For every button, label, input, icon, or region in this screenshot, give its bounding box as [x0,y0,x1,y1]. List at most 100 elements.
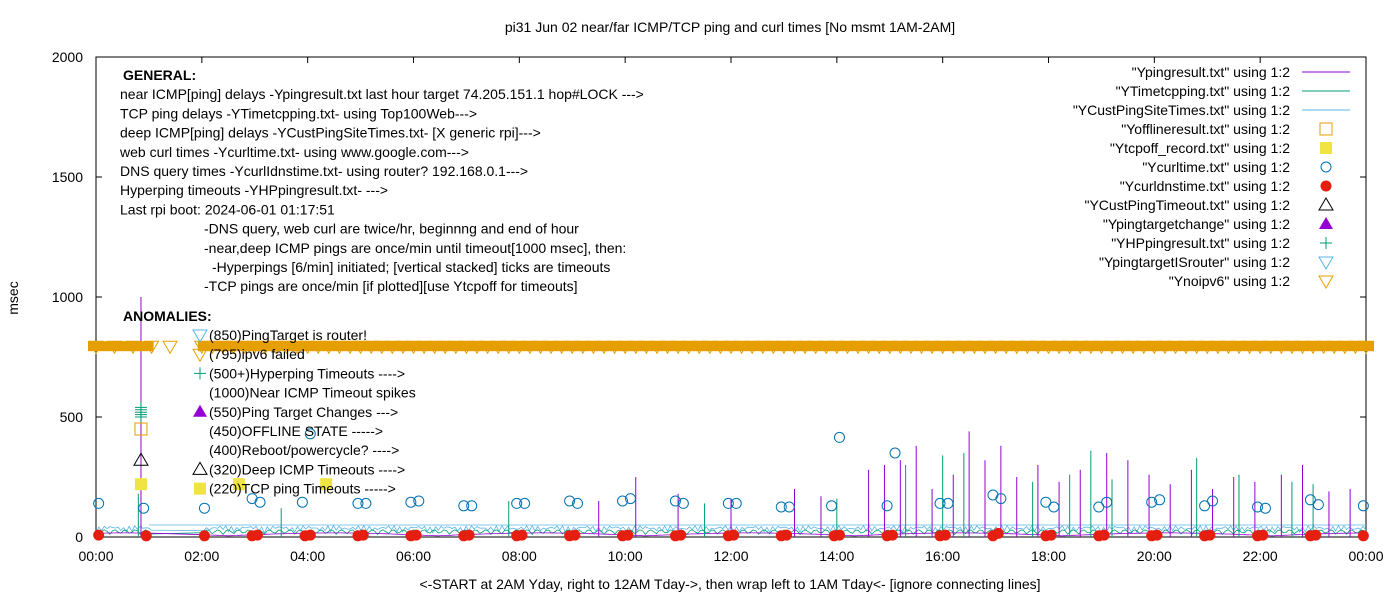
curl-point [93,497,105,509]
dns-point [675,529,687,541]
anomaly-label: (850)PingTarget is router! [209,327,367,343]
dns-point [622,529,634,541]
anomaly-marker [192,348,208,363]
legend-label: "YpingtargetISrouter" using 1:2 [1099,254,1290,270]
legend-swatch [1320,161,1332,173]
curl-point [1259,502,1271,514]
dns-point [781,529,793,541]
plot-area: 0 500 1000 1500 2000 00:00 02:00 04:00 06:00 08:0… [52,49,1384,564]
x-tick-label: 08:00 [502,548,537,564]
curl-point [1357,500,1369,512]
curl-point [1154,494,1166,506]
curl-point [1093,501,1105,513]
general-note: -DNS query, web curl are twice/hr, begin… [204,221,579,237]
general-note: Hyperping timeouts -YHPpingresult.txt- -… [120,182,388,198]
curl-point [833,431,845,443]
legend-label: "Ynoipv6" using 1:2 [1169,273,1290,289]
dns-point [992,527,1004,539]
general-note: deep ICMP[ping] delays -YCustPingSiteTim… [120,125,541,141]
legend-label: "Ycurldnstime.txt" using 1:2 [1120,178,1290,194]
legend-swatch [1318,256,1334,270]
legend-label: "Yofflineresult.txt" using 1:2 [1121,121,1290,137]
legend-swatch [1319,122,1333,136]
dns-point [357,529,369,541]
curl-point [826,500,838,512]
curl-point [617,495,629,507]
legend-label: "Ypingresult.txt" using 1:2 [1132,64,1291,80]
chart-title: pi31 Jun 02 near/far ICMP/TCP ping and c… [505,19,955,35]
curl-point [942,497,954,509]
dns-point [251,529,263,541]
anomaly-label: (795)ipv6 failed [209,346,305,362]
general-note: GENERAL: [123,67,196,83]
cust-ping-line [95,524,1367,535]
general-note: near ICMP[ping] delays -Ypingresult.txt … [120,86,644,102]
dns-point [728,529,740,541]
curl-point [413,495,425,507]
curl-point [677,497,689,509]
curl-point [722,497,734,509]
dns-point [1310,529,1322,541]
curl-point [254,496,266,508]
curl-point [304,428,316,440]
dns-point [569,529,581,541]
x-tick-label: 12:00 [713,548,748,564]
curl-point [775,501,787,513]
curl-point [987,489,999,501]
anomaly-marker [194,367,206,380]
dns-point [1204,529,1216,541]
legend-label: "YCustPingTimeout.txt" using 1:2 [1084,197,1290,213]
x-tick-label: 22:00 [1243,548,1278,564]
near-ping-line [95,532,1366,537]
x-tick-label: 16:00 [925,548,960,564]
curl-point [519,497,531,509]
dns-point [1357,530,1369,542]
curl-point [934,497,946,509]
curl-point [564,495,576,507]
noipv6-band [88,341,154,352]
curl-point [466,500,478,512]
dns-point [93,529,105,541]
legend-label: "Ypingtargetchange" using 1:2 [1103,216,1290,232]
anomaly-label: (450)OFFLINE STATE -----> [209,423,383,439]
anomaly-label: (1000)Near ICMP Timeout spikes [209,385,416,401]
dns-point [939,529,951,541]
curl-point [624,493,636,505]
anomaly-label: (320)Deep ICMP Timeouts ----> [209,461,405,477]
dns-point [463,529,475,541]
legend-label: "Ytcpoff_record.txt" using 1:2 [1110,140,1290,156]
curl-point [572,497,584,509]
anomaly-label: (550)Ping Target Changes ---> [209,404,398,420]
anomaly-marker [192,329,208,343]
dns-point [516,529,528,541]
curl-point [881,500,893,512]
noipv6-band [197,341,1374,352]
legend-swatch [1320,142,1332,154]
x-axis-label: <-START at 2AM Yday, right to 12AM Tday-… [419,576,1040,592]
x-tick-label: 00:00 [1348,548,1383,564]
curl-point [1048,501,1060,513]
hyperping-marker [134,401,147,414]
curl-point [1101,496,1113,508]
x-tick-label: 06:00 [396,548,431,564]
dns-point [140,530,152,542]
legend-swatch [1320,180,1332,192]
legend-label: "Ycurltime.txt" using 1:2 [1142,159,1290,175]
curl-point [1146,496,1158,508]
curl-point [405,496,417,508]
cust-timeout-marker [133,452,149,466]
curl-point [1199,500,1211,512]
curl-point [1304,494,1316,506]
y-tick-label: 1000 [52,289,83,305]
x-tick-label: 18:00 [1031,548,1066,564]
legend-label: "YTimetcpping.txt" using 1:2 [1116,83,1291,99]
x-tick-label: 14:00 [819,548,854,564]
curl-point [360,497,372,509]
y-axis-label: msec [5,281,21,314]
curl-point [511,497,523,509]
dns-point [198,530,210,542]
dns-point [304,529,316,541]
general-note: -TCP pings are once/min [if plotted][use… [204,278,578,294]
curl-point [1252,501,1264,513]
